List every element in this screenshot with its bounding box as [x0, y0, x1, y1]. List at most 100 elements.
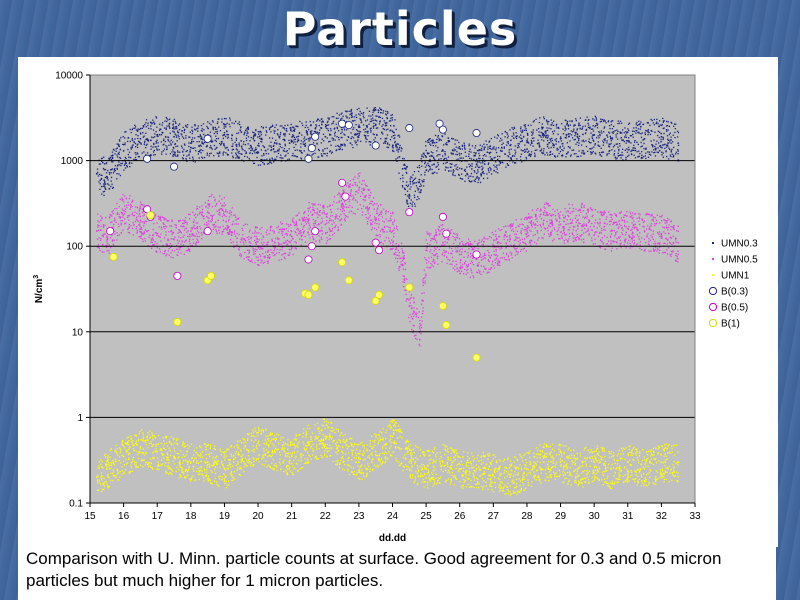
data-dot [555, 218, 557, 220]
data-dot [587, 122, 589, 124]
data-dot [598, 137, 600, 139]
data-dot [261, 158, 263, 161]
data-dot [670, 142, 672, 144]
data-dot [280, 230, 283, 232]
data-dot [200, 211, 202, 214]
data-dot [531, 137, 534, 139]
data-dot [528, 154, 530, 157]
data-dot [359, 110, 361, 113]
data-dot [644, 155, 646, 157]
data-dot [512, 132, 515, 134]
data-point [526, 139, 528, 142]
data-dot [113, 220, 115, 222]
data-dot [409, 180, 411, 182]
data-dot [308, 218, 310, 220]
data-dot [532, 129, 534, 131]
data-dot [436, 138, 438, 141]
data-dot [358, 186, 361, 188]
data-dot [610, 124, 613, 126]
data-dot [265, 152, 267, 155]
data-dot [151, 123, 153, 125]
data-dot [566, 122, 568, 124]
data-dot [652, 144, 654, 147]
data-dot [132, 222, 134, 224]
data-dot [270, 131, 272, 133]
data-dot [487, 249, 489, 252]
data-dot [325, 123, 327, 126]
data-dot [581, 150, 583, 152]
data-dot [546, 146, 549, 148]
data-dot [290, 141, 293, 143]
data-dot [560, 231, 562, 233]
data-dot [498, 147, 500, 149]
data-dot [356, 136, 359, 138]
data-dot [501, 228, 503, 231]
data-dot [507, 137, 509, 139]
data-dot [469, 243, 471, 245]
data-dot [412, 297, 414, 299]
data-dot [178, 136, 180, 138]
data-dot [365, 217, 368, 219]
data-dot [118, 139, 121, 141]
data-dot [329, 234, 331, 236]
data-dot [353, 134, 356, 136]
data-dot [387, 143, 389, 145]
data-dot [150, 139, 152, 141]
data-dot [344, 110, 347, 112]
data-dot [215, 204, 218, 206]
data-dot [500, 257, 502, 259]
data-dot [607, 120, 610, 122]
data-dot [161, 124, 163, 126]
data-dot [244, 251, 246, 254]
data-dot [608, 131, 610, 133]
data-dot [295, 125, 297, 127]
data-dot [373, 122, 375, 124]
data-dot [455, 146, 457, 148]
data-dot [421, 312, 424, 315]
data-dot [442, 252, 444, 254]
data-dot [498, 242, 500, 244]
data-dot [360, 195, 362, 197]
data-dot [457, 147, 459, 149]
data-dot [192, 233, 195, 235]
data-dot [645, 130, 647, 132]
data-dot [485, 155, 487, 157]
data-dot [218, 118, 220, 120]
data-dot [493, 250, 495, 252]
data-dot [420, 183, 422, 185]
data-dot [153, 123, 156, 125]
data-dot [431, 168, 433, 171]
data-dot [431, 252, 433, 255]
data-dot [367, 135, 369, 137]
data-dot [516, 147, 519, 149]
data-dot [153, 223, 155, 225]
data-dot [106, 177, 108, 180]
data-dot [625, 140, 628, 142]
data-dot [328, 238, 330, 240]
data-dot [359, 131, 362, 133]
data-dot [207, 217, 209, 219]
data-dot [322, 207, 325, 209]
data-dot [603, 141, 605, 144]
data-dot [430, 266, 432, 268]
data-dot [519, 223, 521, 226]
data-dot [471, 254, 473, 256]
data-dot [111, 240, 114, 242]
data-dot [117, 234, 119, 237]
data-dot [494, 136, 496, 138]
data-dot [563, 147, 565, 149]
data-dot [114, 230, 116, 232]
data-dot [260, 132, 262, 134]
data-dot [116, 168, 118, 170]
data-dot [101, 174, 103, 176]
data-dot [187, 249, 189, 251]
data-dot [189, 150, 191, 153]
data-dot [457, 169, 459, 171]
data-dot [573, 130, 575, 132]
data-dot [141, 211, 144, 214]
data-dot [289, 127, 292, 129]
data-dot [317, 148, 320, 151]
data-dot [320, 236, 322, 238]
data-dot [352, 146, 354, 149]
data-dot [161, 122, 164, 124]
